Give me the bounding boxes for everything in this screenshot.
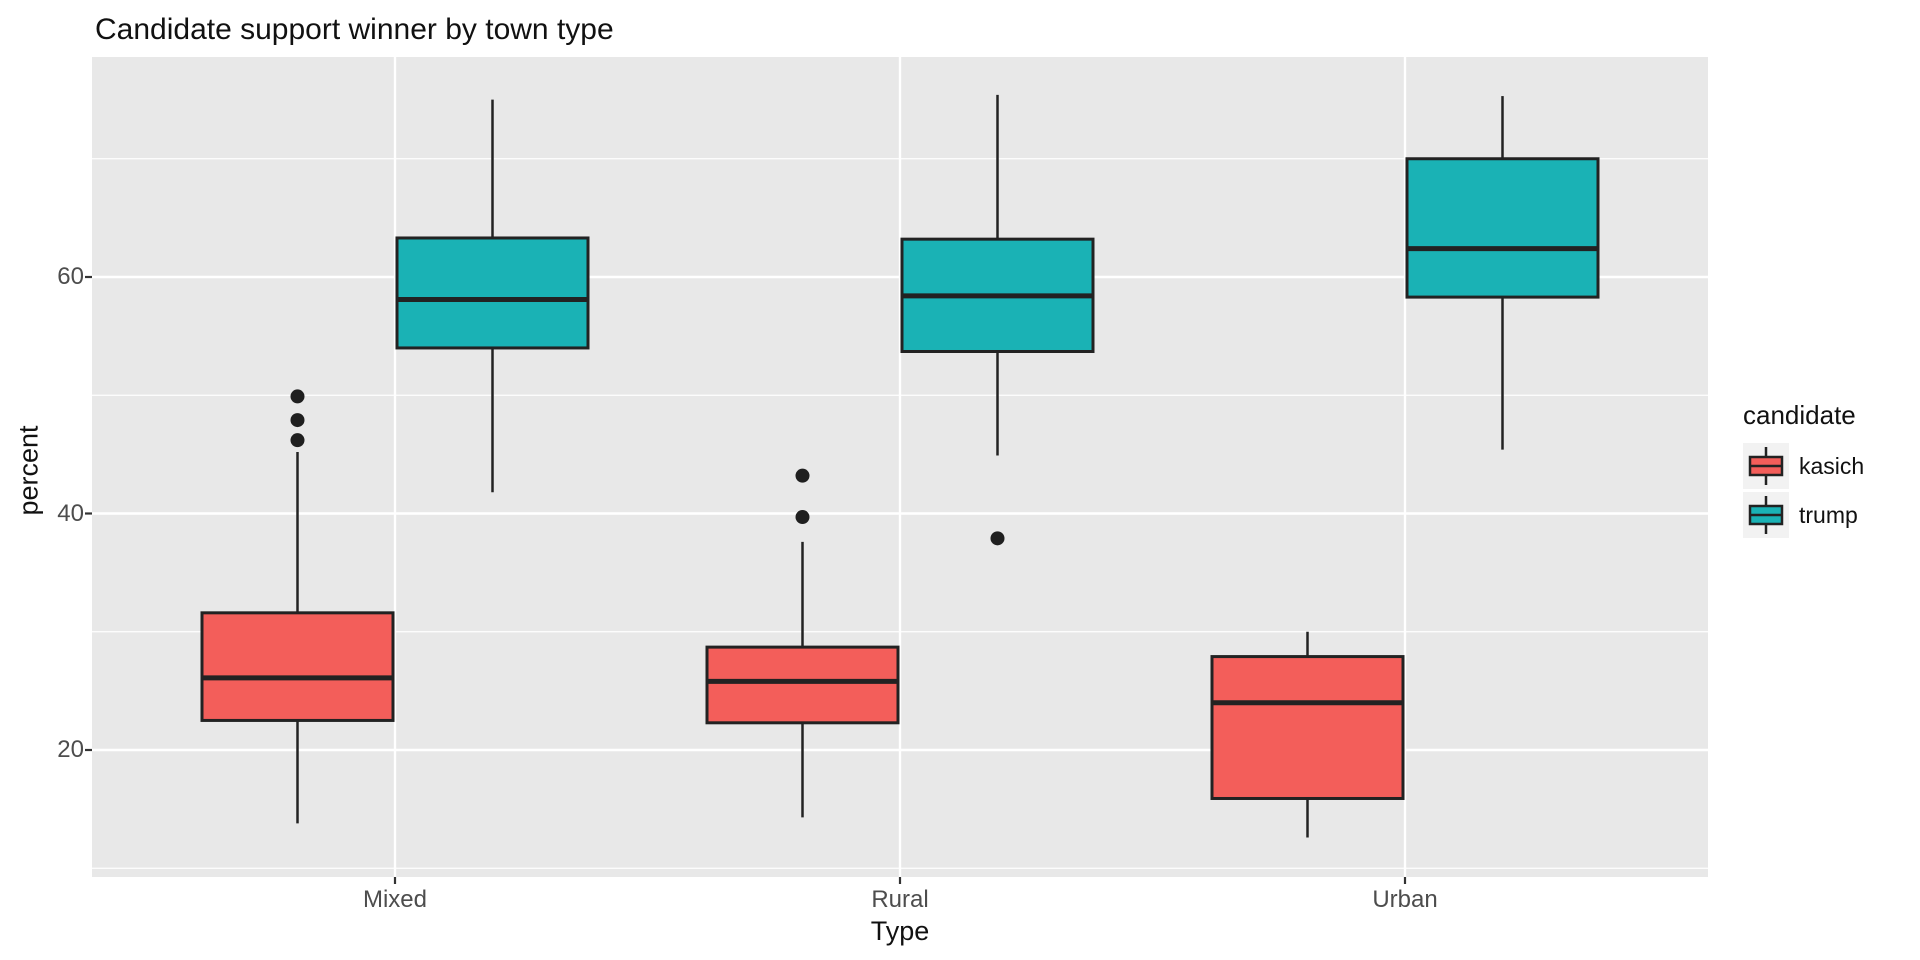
x-axis-title: Type xyxy=(870,916,930,946)
box-kasich-mixed-iqr xyxy=(200,611,395,722)
box-kasich-rural-iqr xyxy=(705,645,900,725)
x-tick-label-mixed: Mixed xyxy=(362,886,428,913)
legend-entry-trump: trump xyxy=(1743,492,1864,538)
box-kasich-mixed-outlier xyxy=(290,413,305,428)
legend-entry-kasich: kasich xyxy=(1743,443,1864,489)
legend-key-kasich-icon xyxy=(1743,443,1789,489)
x-tick-label-rural: Rural xyxy=(871,886,929,913)
legend-label: kasich xyxy=(1799,452,1865,479)
legend-entries: kasich trump xyxy=(1743,443,1864,541)
box-kasich-mixed-outlier xyxy=(290,433,305,448)
chart-title: Candidate support winner by town type xyxy=(95,13,614,46)
legend-key-trump-icon xyxy=(1743,492,1789,538)
box-kasich-rural-outlier xyxy=(795,468,810,483)
legend-title: candidate xyxy=(1743,400,1856,430)
y-tick-label: 60 xyxy=(57,263,84,290)
y-tick-label: 40 xyxy=(57,499,84,527)
legend: candidate kasich trump xyxy=(1743,400,1864,541)
box-trump-urban-iqr xyxy=(1405,157,1600,299)
box-trump-mixed-iqr xyxy=(395,236,590,350)
box-trump-rural-outlier xyxy=(990,531,1005,546)
x-tick-label-urban: Urban xyxy=(1372,886,1438,913)
y-tick-label: 20 xyxy=(57,736,84,763)
box-kasich-rural-outlier xyxy=(795,510,810,525)
legend-label: trump xyxy=(1799,501,1858,528)
box-kasich-urban-iqr xyxy=(1210,655,1405,800)
box-kasich-mixed-outlier xyxy=(290,389,305,404)
